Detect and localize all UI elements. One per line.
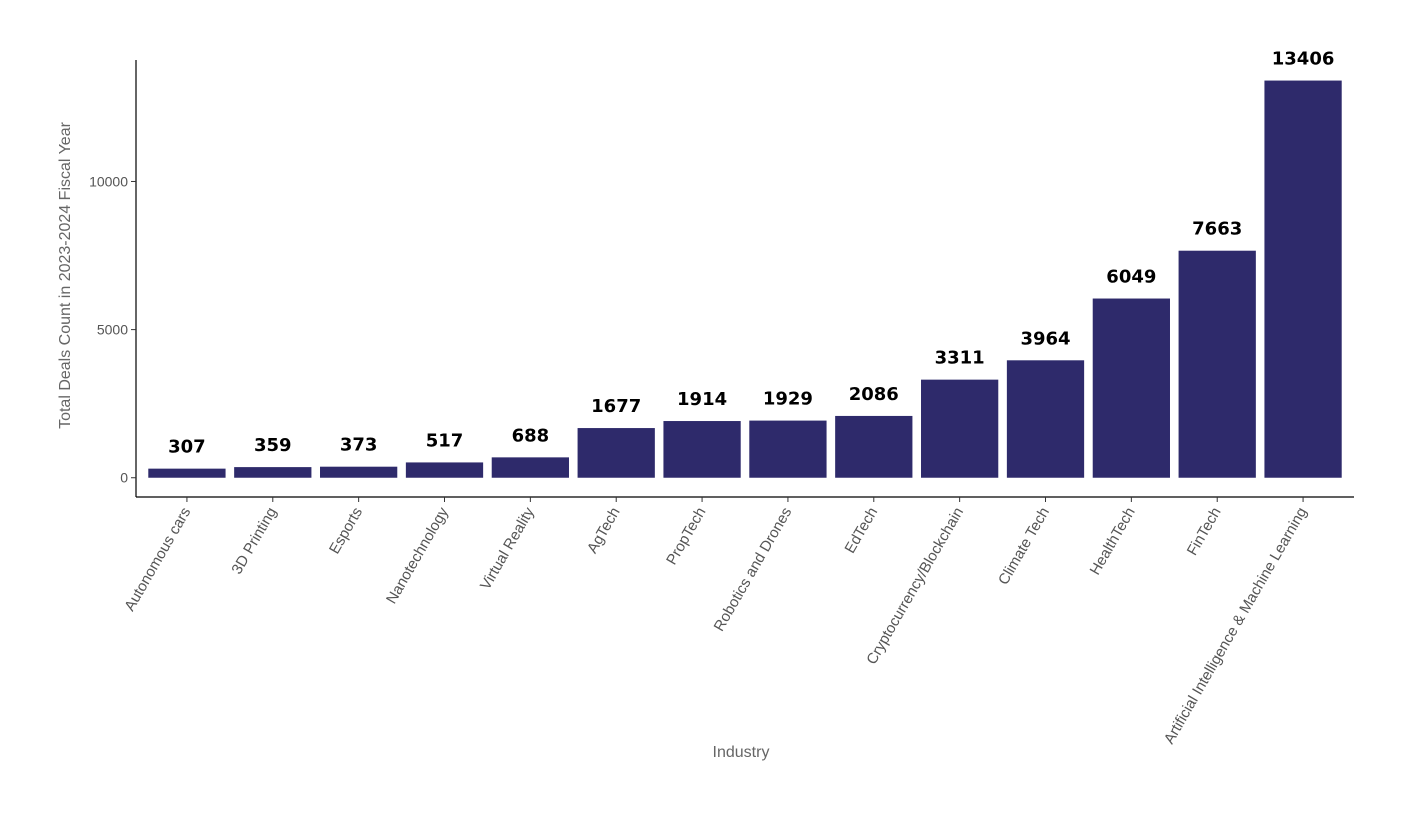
data-label: 517 (426, 430, 464, 451)
data-label: 307 (168, 437, 206, 458)
bars (148, 80, 1342, 478)
bar (1092, 298, 1170, 478)
y-tick-label: 5000 (97, 322, 128, 338)
bar (320, 466, 398, 478)
bar (234, 467, 312, 478)
x-tick-label: Nanotechnology (383, 504, 452, 607)
bar (148, 468, 226, 478)
x-tick-label: HealthTech (1087, 505, 1139, 578)
data-label: 373 (340, 435, 378, 456)
x-tick-label: Virtual Reality (477, 504, 538, 593)
y-tick-label: 10000 (89, 173, 128, 189)
data-label: 2086 (849, 384, 899, 405)
data-label: 1929 (763, 389, 813, 410)
data-label: 1914 (677, 389, 727, 410)
y-axis-ticks: 0 5000 10000 (89, 173, 136, 486)
x-tick-label: Climate Tech (995, 505, 1053, 588)
x-tick-label: Robotics and Drones (711, 505, 796, 635)
bar (491, 457, 569, 478)
y-axis-title: Total Deals Count in 2023-2024 Fiscal Ye… (57, 121, 74, 429)
bar (405, 462, 484, 478)
x-tick-label: Autonomous cars (121, 505, 194, 615)
x-tick-label: FinTech (1184, 505, 1225, 559)
bar (921, 379, 999, 478)
data-label: 13406 (1272, 49, 1335, 70)
x-tick-label: EdTech (842, 505, 882, 557)
data-label: 688 (512, 425, 550, 446)
bar (577, 428, 655, 478)
y-tick-label: 0 (120, 470, 128, 486)
x-tick-label: 3D Printing (228, 505, 280, 578)
bar (1178, 250, 1256, 478)
x-tick-label: Artificial Intelligence & Machine Learni… (1161, 505, 1311, 747)
bar (1264, 80, 1342, 478)
data-labels: 307 359 373 517 688 1677 1914 1929 2086 3311 3964 6… (168, 49, 1334, 458)
x-axis-ticks: Autonomous cars 3D Printing Esports Nanotec… (121, 497, 1311, 747)
bar (835, 415, 913, 478)
bar (749, 420, 827, 478)
data-label: 3964 (1020, 328, 1070, 349)
x-tick-label: PropTech (663, 505, 709, 568)
bar (663, 421, 741, 478)
data-label: 6049 (1106, 267, 1156, 288)
x-tick-label: AgTech (584, 505, 624, 557)
x-tick-label: Esports (326, 505, 366, 558)
data-label: 3311 (935, 348, 985, 369)
bar (1006, 360, 1085, 478)
data-label: 1677 (591, 396, 641, 417)
data-label: 359 (254, 435, 292, 456)
data-label: 7663 (1192, 219, 1242, 240)
x-axis-title: Industry (713, 744, 770, 761)
x-tick-label: Cryptocurrency/Blockchain (863, 504, 967, 667)
